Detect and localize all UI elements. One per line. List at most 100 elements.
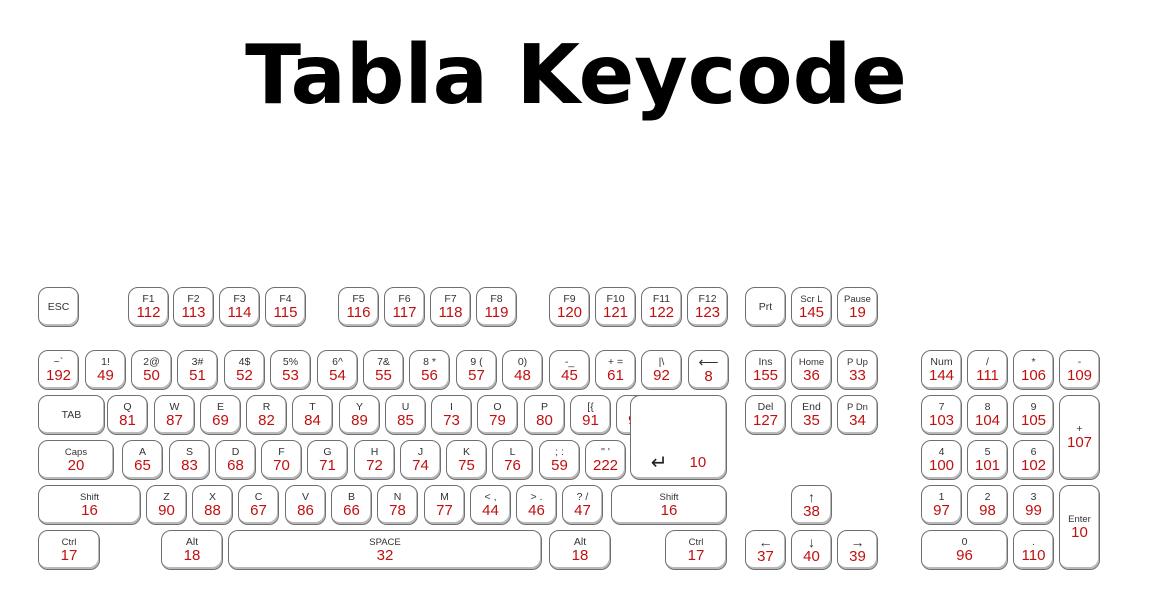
key-prt: Prt bbox=[745, 287, 786, 327]
key-code: 65 bbox=[134, 456, 151, 474]
key-tab: TAB bbox=[38, 395, 105, 435]
key-label: Num bbox=[930, 355, 953, 368]
key-label: N bbox=[393, 490, 402, 503]
key-label: F6 bbox=[398, 292, 411, 305]
key-code: 39 bbox=[849, 548, 866, 565]
key-s: S 83 bbox=[169, 440, 210, 480]
key-numpad-subtract: -109 bbox=[1059, 350, 1100, 390]
key-numpad-7: 7 103 bbox=[921, 395, 962, 435]
key-numpad-0: 0 96 bbox=[921, 530, 1008, 570]
key-label: Alt bbox=[573, 535, 587, 548]
arrow-icon: ↓ bbox=[808, 534, 815, 550]
key-label: ; : bbox=[555, 445, 564, 458]
key-label: Caps bbox=[64, 446, 88, 458]
key-code: 56 bbox=[421, 366, 438, 384]
key-code: 48 bbox=[514, 366, 531, 384]
key-code: 87 bbox=[166, 411, 183, 429]
key-z: Z 90 bbox=[146, 485, 187, 525]
key-label: SPACE bbox=[369, 536, 401, 548]
key-numpad-divide: /111 bbox=[967, 350, 1008, 390]
key-minus: -_ 45 bbox=[549, 350, 590, 390]
key-code: 66 bbox=[343, 501, 360, 519]
key-code: 101 bbox=[974, 456, 1001, 474]
key-ctrl-right: Ctrl 17 bbox=[665, 530, 727, 570]
key-code: 33 bbox=[849, 366, 866, 384]
key-code: 40 bbox=[803, 548, 820, 565]
key-code: 119 bbox=[484, 303, 509, 321]
key-f4: F4 115 bbox=[265, 287, 306, 327]
key-code: 20 bbox=[67, 456, 85, 474]
page-title: Tabla Keycode bbox=[245, 28, 907, 123]
key-digit-4: 4$ 52 bbox=[224, 350, 265, 390]
key-w: W 87 bbox=[154, 395, 195, 435]
key-f6: F6 117 bbox=[384, 287, 425, 327]
key-code: 49 bbox=[97, 366, 114, 384]
key-code: 80 bbox=[536, 411, 553, 429]
key-label: Prt bbox=[758, 300, 773, 313]
arrow-icon: ← bbox=[758, 534, 773, 550]
key-code: 222 bbox=[592, 456, 619, 474]
key-code: 73 bbox=[443, 411, 460, 429]
key-label: T bbox=[309, 400, 316, 413]
key-label: Enter bbox=[1068, 514, 1091, 525]
key-code: 99 bbox=[1025, 501, 1042, 519]
key-label: 0) bbox=[517, 355, 528, 368]
key-label: G bbox=[323, 445, 332, 458]
key-digit-6: 6^ 54 bbox=[317, 350, 358, 390]
key-label: 5 bbox=[984, 445, 991, 458]
key-label: 9 bbox=[1030, 400, 1037, 413]
key-numpad-6: 6 102 bbox=[1013, 440, 1054, 480]
key-label: Alt bbox=[185, 535, 199, 548]
key-label: Ctrl bbox=[688, 536, 704, 548]
key-label: 9 ( bbox=[470, 355, 483, 368]
key-code: 117 bbox=[392, 303, 417, 321]
key-pipe: |\ 92 bbox=[641, 350, 682, 390]
key-code: 112 bbox=[136, 303, 161, 321]
key-caps-lock: Caps 20 bbox=[38, 440, 114, 480]
key-label: + bbox=[1076, 423, 1083, 435]
key-code: 54 bbox=[329, 366, 346, 384]
key-code: 114 bbox=[227, 303, 252, 321]
key-arrow-down: ↓ 40 bbox=[791, 530, 832, 570]
key-code: 86 bbox=[297, 501, 314, 519]
key-y: Y 89 bbox=[339, 395, 380, 435]
key-f8: F8 119 bbox=[476, 287, 517, 327]
key-bracket-left: [{91 bbox=[570, 395, 611, 435]
key-code: 51 bbox=[189, 366, 206, 384]
key-code: 78 bbox=[389, 501, 406, 519]
key-label: End bbox=[802, 400, 821, 413]
key-code: 17 bbox=[687, 546, 705, 564]
key-quote: " ' 222 bbox=[585, 440, 626, 480]
key-code: 55 bbox=[375, 366, 392, 384]
key-code: 83 bbox=[181, 456, 198, 474]
key-numpad-decimal: . 110 bbox=[1013, 530, 1054, 570]
key-label: P Dn bbox=[847, 401, 868, 413]
key-label: 0 bbox=[961, 535, 968, 548]
key-shift-right: Shift 16 bbox=[611, 485, 727, 525]
key-label: > . bbox=[530, 490, 543, 503]
key-code: 144 bbox=[928, 366, 955, 384]
key-code: 103 bbox=[928, 411, 955, 429]
key-code: 192 bbox=[45, 366, 72, 384]
key-label: ~` bbox=[53, 355, 64, 368]
key-code: 96 bbox=[956, 546, 973, 564]
key-label: I bbox=[450, 400, 453, 413]
key-space: SPACE 32 bbox=[228, 530, 542, 570]
key-label: C bbox=[254, 490, 263, 503]
key-label: P bbox=[540, 400, 548, 413]
key-slash: ? /47 bbox=[562, 485, 603, 525]
key-code: 105 bbox=[1020, 411, 1047, 429]
key-code: 59 bbox=[551, 456, 568, 474]
key-label: U bbox=[401, 400, 410, 413]
key-insert: Ins 155 bbox=[745, 350, 786, 390]
key-c: C 67 bbox=[238, 485, 279, 525]
key-code: 84 bbox=[304, 411, 321, 429]
key-m: M 77 bbox=[424, 485, 465, 525]
key-f7: F7 118 bbox=[430, 287, 471, 327]
key-code: 122 bbox=[648, 303, 675, 321]
key-label: 8 * bbox=[423, 355, 436, 368]
key-label: D bbox=[231, 445, 240, 458]
key-f12: F12 123 bbox=[687, 287, 728, 327]
key-code: 38 bbox=[803, 503, 820, 520]
key-label: F3 bbox=[233, 292, 246, 305]
